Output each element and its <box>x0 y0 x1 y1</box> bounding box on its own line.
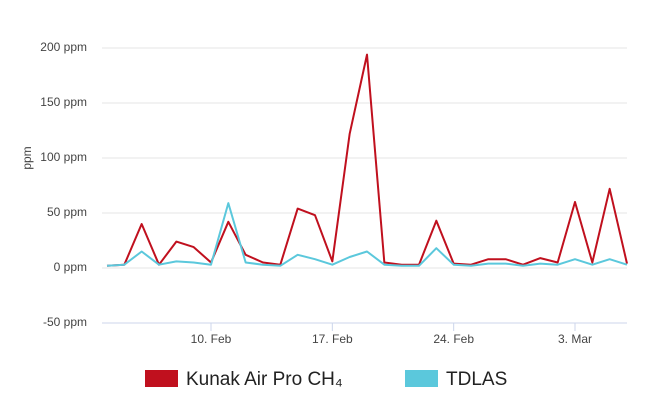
legend-label: Kunak Air Pro CH₄ <box>186 369 343 390</box>
y-tick-label: 0 ppm <box>54 260 87 274</box>
y-tick-label: -50 ppm <box>43 315 87 329</box>
x-tick-label: 10. Feb <box>191 332 232 346</box>
series-line <box>106 202 628 267</box>
y-tick-label: 50 ppm <box>47 205 87 219</box>
y-axis-label: ppm <box>20 146 34 169</box>
x-tick-label: 17. Feb <box>312 332 353 346</box>
series-line <box>106 53 628 267</box>
x-tick-label: 3. Mar <box>558 332 592 346</box>
x-tick-label: 24. Feb <box>433 332 474 346</box>
legend-swatch <box>405 370 438 387</box>
y-tick-label: 200 ppm <box>40 40 87 54</box>
y-tick-label: 100 ppm <box>40 150 87 164</box>
y-tick-label: 150 ppm <box>40 95 87 109</box>
legend-label: TDLAS <box>446 369 507 390</box>
legend-swatch <box>145 370 178 387</box>
